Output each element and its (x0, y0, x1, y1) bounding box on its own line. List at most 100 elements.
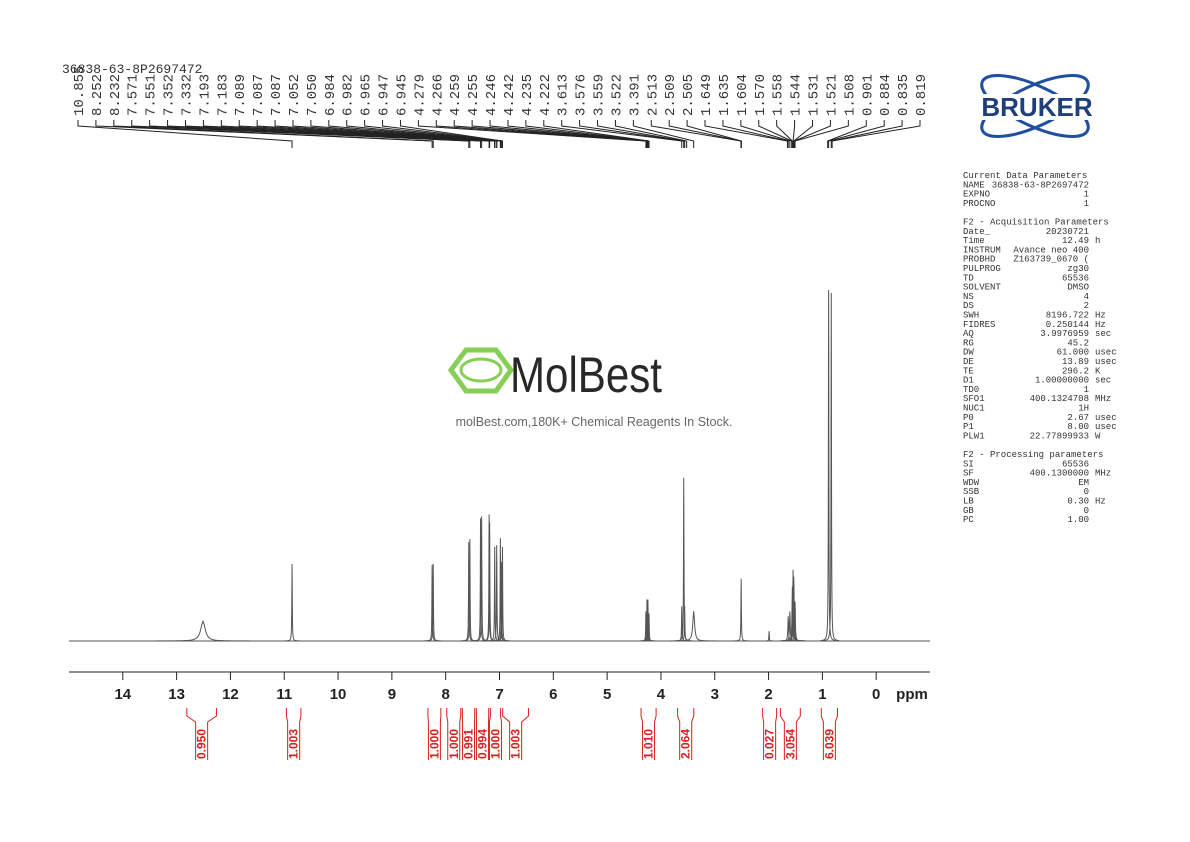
watermark-tagline: molBest.com,180K+ Chemical Reagents In S… (456, 415, 733, 429)
parameter-name: SSB (963, 487, 980, 497)
parameter-name: RG (963, 338, 974, 348)
parameter-value: 8.00 (1067, 422, 1089, 432)
peak-connector (417, 120, 647, 148)
parameter-value: 61.000 (1057, 348, 1089, 358)
integral-bracket (677, 708, 695, 760)
parameter-unit: Hz (1095, 320, 1106, 330)
peak-label: 6.984 (323, 74, 339, 116)
peak-label: 7.089 (233, 74, 249, 116)
peak-label: 0.901 (860, 74, 876, 116)
peak (488, 545, 505, 642)
integral-bracket (461, 708, 476, 760)
peak-label: 0.819 (914, 74, 930, 116)
parameter-value: 12.49 (1062, 236, 1089, 246)
parameter-value: 13.89 (1062, 357, 1089, 367)
integral-bracket (427, 708, 442, 760)
parameter-unit: sec (1095, 329, 1111, 339)
parameter-value: 400.1300000 (1030, 469, 1089, 479)
parameter-value: 65536 (1062, 459, 1089, 469)
parameter-value: 0.250144 (1046, 320, 1089, 330)
parameter-name: DW (963, 348, 974, 358)
x-tick-label: 8 (442, 686, 450, 703)
peak (673, 606, 690, 642)
parameter-value: Avance neo 400 (1013, 245, 1089, 255)
parameter-value: 1.00000000 (1035, 376, 1089, 386)
logo-orbit (980, 74, 1090, 138)
parameter-group-title: Current Data Parameters (963, 171, 1087, 181)
x-tick-label: 10 (330, 686, 347, 703)
x-tick-label: 3 (711, 686, 719, 703)
parameter-unit: usec (1095, 422, 1117, 432)
parameter-unit: usec (1095, 413, 1117, 423)
parameter-name: SWH (963, 311, 979, 321)
parameter-value: 400.1324708 (1030, 394, 1089, 404)
peak-label: 4.266 (430, 74, 446, 116)
x-tick-label: 11 (276, 686, 292, 703)
parameter-name: PROCNO (963, 199, 995, 209)
parameter-name: TD0 (963, 385, 979, 395)
peak-label: 3.613 (556, 74, 572, 116)
parameter-name: NS (963, 292, 974, 302)
peak-label: 7.052 (287, 74, 303, 116)
integral-label: 1.003 (509, 729, 523, 759)
parameter-value: EM (1078, 478, 1089, 488)
x-tick-label: 0 (872, 686, 880, 703)
peak-label: 6.945 (394, 74, 410, 116)
peak-label: 4.235 (520, 74, 536, 116)
peak-label: 7.087 (251, 74, 267, 116)
x-tick-label: 12 (222, 686, 239, 703)
integral-label: 2.064 (679, 729, 693, 759)
peak-label: 6.947 (377, 74, 393, 116)
parameter-name: PULPROG (963, 264, 1001, 274)
x-axis-label: ppm (896, 686, 928, 703)
peak-connector (525, 120, 649, 148)
peak-label: 7.050 (305, 74, 321, 116)
peak-label: 8.232 (108, 74, 124, 116)
peak-connector (77, 120, 293, 148)
peak-connector (579, 120, 685, 148)
peak-label: 3.522 (609, 74, 625, 116)
peak-connector (310, 120, 498, 148)
peak (823, 292, 840, 642)
parameter-name: PLW1 (963, 431, 985, 441)
integral-label: 1.000 (488, 729, 502, 759)
integral-bracket (475, 708, 490, 760)
parameter-name: TE (963, 366, 974, 376)
peak-label: 3.559 (592, 74, 608, 116)
parameter-name: D1 (963, 376, 974, 386)
peak-connector (543, 120, 650, 148)
parameter-unit: MHz (1095, 394, 1111, 404)
peak-label: 3.576 (574, 74, 590, 116)
peak-connector (793, 120, 814, 148)
peak-connector (364, 120, 502, 148)
peak-connector (184, 120, 483, 148)
parameter-value: 2.67 (1067, 413, 1089, 423)
peak-label: 6.982 (341, 74, 357, 116)
parameter-name: FIDRES (963, 320, 995, 330)
parameter-value: 8196.722 (1046, 311, 1089, 321)
parameter-name: SI (963, 459, 974, 469)
peak-connector (274, 120, 496, 148)
parameter-name: INSTRUM (963, 245, 1001, 255)
parameter-value: 20230721 (1046, 227, 1089, 237)
peak (494, 547, 511, 642)
peak (676, 606, 693, 642)
peak (425, 563, 442, 642)
peak-connector (113, 120, 434, 148)
parameter-value: 1 (1084, 199, 1089, 209)
bruker-logo: BRUKER (958, 74, 1116, 138)
peak-connector (793, 120, 831, 148)
peak-connector (686, 120, 742, 148)
integral-label: 0.027 (763, 729, 777, 759)
parameter-unit: sec (1095, 376, 1111, 386)
peak-label: 1.635 (717, 74, 733, 116)
parameter-value: 296.2 (1062, 366, 1089, 376)
logo-text: BRUKER (981, 92, 1092, 122)
parameter-name: WDW (963, 478, 980, 488)
integral-label: 1.000 (427, 729, 441, 759)
parameter-value: 45.2 (1067, 338, 1089, 348)
peak-label: 1.558 (771, 74, 787, 116)
parameter-value: 0.30 (1067, 497, 1089, 507)
x-tick-label: 5 (603, 686, 611, 703)
parameter-name: EXPNO (963, 190, 990, 200)
